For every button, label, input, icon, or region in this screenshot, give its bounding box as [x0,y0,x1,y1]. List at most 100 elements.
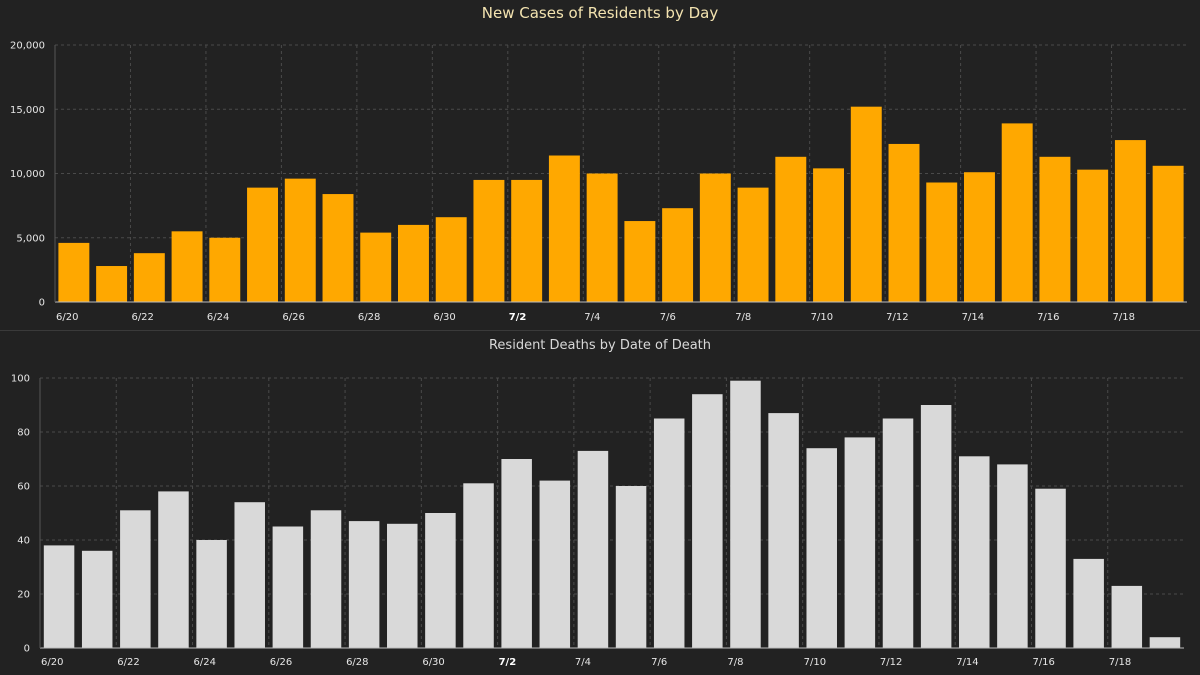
cases-bar[interactable]: 6/29: 6000 [398,224,429,302]
deaths-bar[interactable]: 6/25: 54 [234,502,265,648]
cases-x-tick-label: 6/22 [131,312,153,323]
deaths-bar[interactable]: 6/21: 36 [81,550,113,648]
deaths-bar[interactable]: 7/15: 68 [997,464,1028,648]
cases-bar[interactable]: 6/25: 8900 [247,187,278,302]
deaths-bar[interactable]: 6/20: 38 [43,545,75,648]
cases-x-tick-label: 6/26 [282,312,304,323]
deaths-x-tick-label: 7/6 [651,657,667,668]
deaths-x-tick-label: 7/8 [727,657,743,668]
cases-bar[interactable]: 7/2: 9500 [511,179,543,302]
deaths-bar[interactable]: 6/28: 47 [348,521,380,648]
deaths-bar[interactable]: 7/1: 61 [463,483,494,648]
deaths-chart-title: Resident Deaths by Date of Death [488,338,712,353]
cases-y-tick-label: 0 [39,298,45,309]
deaths-bar[interactable]: 7/19: 4 [1149,637,1181,648]
deaths-x-tick-label: 6/30 [422,657,444,668]
deaths-x-tick-label: 7/2 [499,657,517,668]
cases-bar[interactable]: 6/28: 5400 [360,232,392,302]
deaths-bar[interactable]: 7/3: 62 [539,480,571,648]
deaths-y-tick-label: 20 [17,590,30,601]
deaths-bar[interactable]: 6/22: 51 [120,510,151,648]
cases-bar[interactable]: 7/12: 12300 [888,143,920,302]
deaths-x-tick-label: 6/20 [41,657,63,668]
cases-x-tick-label: 6/30 [433,312,455,323]
deaths-bar[interactable]: 7/8: 99 [730,380,761,648]
cases-bar[interactable]: 6/20: 4600 [58,242,90,302]
deaths-bar[interactable]: 6/26: 45 [272,526,304,649]
cases-bar[interactable]: 7/10: 10400 [813,168,844,302]
deaths-bar[interactable]: 7/10: 74 [806,448,837,648]
deaths-x-tick-label: 7/18 [1109,657,1131,668]
deaths-x-tick-label: 7/10 [804,657,826,668]
cases-bar[interactable]: 7/5: 6300 [624,221,656,302]
cases-bar[interactable]: 7/9: 11300 [775,156,807,302]
deaths-y-tick-label: 60 [17,482,30,493]
cases-bar[interactable]: 7/19: 10600 [1152,165,1184,302]
cases-bar[interactable]: 7/17: 10300 [1077,169,1109,302]
cases-x-tick-label: 7/12 [886,312,908,323]
deaths-bar[interactable]: 7/9: 87 [768,413,799,648]
cases-x-tick-label: 6/24 [207,312,229,323]
cases-chart-panel: New Cases of Residents by Day 0 5,000 10,0… [0,0,1200,330]
deaths-y-tick-label: 0 [24,644,30,655]
cases-bar[interactable]: 6/26: 9600 [284,178,316,302]
deaths-bar[interactable]: 7/6: 85 [653,418,685,649]
cases-bar[interactable]: 6/21: 2800 [96,266,128,302]
deaths-bar[interactable]: 6/23: 58 [158,491,189,648]
cases-bar[interactable]: 7/3: 11400 [548,155,580,302]
cases-bar[interactable]: 6/30: 6600 [435,217,467,302]
deaths-bar[interactable]: 7/13: 90 [920,405,952,648]
cases-x-tick-label: 7/18 [1113,312,1135,323]
cases-bar[interactable]: 7/1: 9500 [473,179,505,302]
deaths-x-tick-label: 6/22 [117,657,139,668]
deaths-x-tick-label: 6/26 [270,657,292,668]
deaths-x-tick-label: 7/4 [575,657,591,668]
cases-x-tick-label: 7/6 [660,312,676,323]
deaths-bar[interactable]: 7/18: 23 [1111,585,1143,648]
deaths-bar[interactable]: 7/7: 94 [692,394,723,648]
cases-bar[interactable]: 7/6: 7300 [662,208,694,302]
deaths-bar-chart: 0 20 40 60 80 100 6/20: 386/21: 366/22: 516/23… [11,374,1184,668]
cases-chart-title: New Cases of Residents by Day [481,4,719,22]
deaths-bar[interactable]: 6/30: 50 [425,513,456,648]
cases-bar[interactable]: 7/8: 8900 [737,187,769,302]
deaths-bar[interactable]: 6/27: 51 [310,510,342,648]
cases-bar[interactable]: 6/22: 3800 [133,253,165,302]
cases-bar[interactable]: 7/18: 12600 [1114,140,1146,302]
cases-bar[interactable]: 7/15: 13900 [1001,123,1033,302]
cases-y-tick-label: 5,000 [16,233,45,244]
cases-y-tick-label: 10,000 [10,169,45,180]
cases-x-tick-label: 7/2 [509,312,527,323]
cases-bar[interactable]: 7/16: 11300 [1039,156,1071,302]
deaths-bar[interactable]: 7/2: 70 [501,459,532,648]
deaths-bar[interactable]: 7/16: 59 [1035,488,1066,648]
cases-bar-chart: 0 5,000 10,000 15,000 20,000 6/20: 46006/21: … [10,41,1187,323]
cases-bar[interactable]: 6/24: 5000 [209,237,241,302]
cases-bar[interactable]: 7/11: 15200 [850,106,882,303]
deaths-bar[interactable]: 7/5: 60 [615,486,647,648]
cases-x-tick-label: 7/10 [811,312,833,323]
deaths-bar[interactable]: 6/24: 40 [196,540,227,648]
cases-x-tick-label: 6/20 [56,312,78,323]
deaths-bar[interactable]: 7/11: 78 [844,437,876,648]
cases-bar[interactable]: 7/13: 9300 [926,182,958,303]
deaths-bar[interactable]: 7/17: 33 [1073,558,1104,648]
deaths-y-tick-label: 80 [17,428,30,439]
deaths-bar[interactable]: 7/4: 73 [577,450,609,648]
cases-bar[interactable]: 6/27: 8400 [322,194,354,302]
cases-bar[interactable]: 7/4: 10000 [586,173,618,303]
deaths-x-tick-label: 7/12 [880,657,902,668]
cases-bar[interactable]: 7/7: 10000 [699,173,731,303]
deaths-x-tick-label: 7/14 [956,657,978,668]
panel-divider [0,330,1200,331]
deaths-bar[interactable]: 7/14: 71 [959,456,990,648]
cases-bar[interactable]: 6/23: 5500 [171,231,203,302]
cases-x-tick-label: 7/16 [1037,312,1059,323]
deaths-bar[interactable]: 6/29: 46 [387,523,418,648]
cases-y-tick-label: 15,000 [10,105,45,116]
cases-bar[interactable]: 7/14: 10100 [964,172,995,302]
cases-x-tick-label: 7/14 [962,312,984,323]
cases-x-tick-label: 6/28 [358,312,380,323]
deaths-bar[interactable]: 7/12: 85 [882,418,914,649]
